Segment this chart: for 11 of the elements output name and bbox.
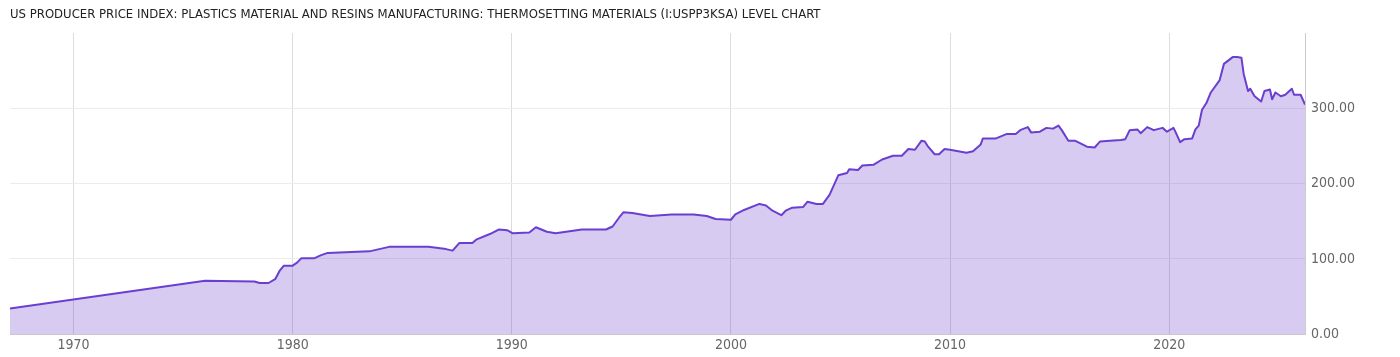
y-tick-label: 0.00: [1311, 324, 1340, 341]
chart-title: US PRODUCER PRICE INDEX: PLASTICS MATERIAL AND RESINS MANUFACTURING: THERMOSETTING MATERIALS (I:USPP3KSA) LEVEL CHART: [10, 6, 821, 21]
x-tick-label: 2000: [714, 336, 747, 353]
x-tick-label: 1980: [276, 336, 309, 353]
y-tick-label: 100.00: [1311, 249, 1356, 266]
x-tick-label: 1970: [57, 336, 90, 353]
x-tick-label: 1990: [495, 336, 528, 353]
y-tick-label: 200.00: [1311, 174, 1356, 191]
x-tick-label: 2020: [1153, 336, 1186, 353]
y-tick-label: 300.00: [1311, 98, 1356, 115]
x-tick-label: 2010: [934, 336, 967, 353]
